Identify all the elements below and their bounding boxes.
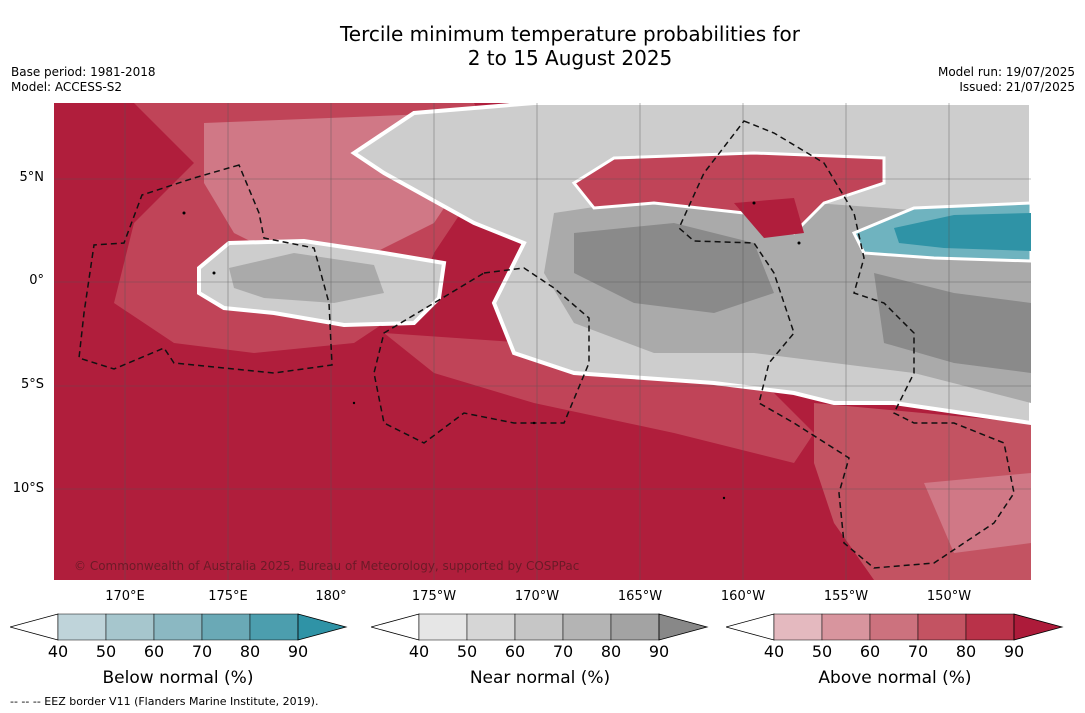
model-run-date: Model run: 19/07/2025 <box>937 65 1075 79</box>
island <box>532 421 536 425</box>
eez-footnote: -- -- -- EEZ border V11 (Flanders Marine… <box>10 695 319 708</box>
title-line-2: 2 to 15 August 2025 <box>467 46 673 70</box>
colorbar-upper-extend <box>297 613 348 641</box>
lat-label-5s: 5°S <box>20 377 44 392</box>
colorbar-lower-extend <box>10 613 59 641</box>
model-info: Base period: 1981-2018 Model: ACCESS-S2 <box>11 65 156 95</box>
colorbar-tick-label: 70 <box>552 642 574 661</box>
colorbar-title-below: Below normal (%) <box>102 668 254 688</box>
above-normal-band-south <box>384 333 814 463</box>
eez-borders <box>78 120 1015 569</box>
lon-label-150w: 150°W <box>926 589 972 604</box>
near-normal-dark <box>574 223 774 313</box>
lon-label-170w: 170°W <box>514 589 560 604</box>
colorbar-tick-label: 60 <box>504 642 526 661</box>
colorbar-segment <box>418 613 468 641</box>
colorbar-tick-label: 90 <box>1003 642 1025 661</box>
above-normal-light-southeast <box>924 473 1031 553</box>
colorbar-segment <box>773 613 823 641</box>
colorbar-tick-label: 80 <box>955 642 977 661</box>
above-normal-tongue-core <box>734 198 804 238</box>
chart-title: Tercile minimum temperature probabilitie… <box>0 22 1085 70</box>
island <box>182 211 186 215</box>
copyright-notice: © Commonwealth of Australia 2025, Bureau… <box>74 559 580 573</box>
colorbar-segment <box>105 613 155 641</box>
lat-label-10s: 10°S <box>12 481 44 496</box>
colorbar-segment <box>249 613 299 641</box>
eez-border-tokelau <box>373 267 590 444</box>
lat-label-0: 0° <box>29 273 44 288</box>
lon-label-165w: 165°W <box>617 589 663 604</box>
near-normal-blob-core <box>229 253 384 303</box>
colorbar-segment <box>610 613 660 641</box>
colorbar-tick-label: 70 <box>907 642 929 661</box>
colorbar-tick-label: 50 <box>811 642 833 661</box>
colorbar-tick-label: 50 <box>95 642 117 661</box>
islands <box>182 201 801 500</box>
colorbar-segment <box>57 613 107 641</box>
colorbar-lower-extend <box>726 613 775 641</box>
colorbar-lower-extend <box>371 613 420 641</box>
colorbar-upper-extend <box>1013 613 1064 641</box>
title-line-1: Tercile minimum temperature probabilitie… <box>339 22 801 46</box>
colorbar-near-normal <box>371 613 709 641</box>
colorbar-segment <box>821 613 871 641</box>
lon-label-175w: 175°W <box>411 589 457 604</box>
colorbar-segment <box>917 613 967 641</box>
colorbar-segment <box>869 613 919 641</box>
colorbar-upper-extend <box>658 613 709 641</box>
map-svg <box>54 103 1031 580</box>
island <box>722 496 726 500</box>
colorbar-tick-label: 40 <box>408 642 430 661</box>
colorbar-tick-label: 60 <box>143 642 165 661</box>
colorbar-segment <box>153 613 203 641</box>
gridlines <box>54 103 1031 580</box>
colorbar-tick-label: 80 <box>600 642 622 661</box>
colorbar-tick-label: 70 <box>191 642 213 661</box>
colorbar-tick-label: 90 <box>287 642 309 661</box>
above-normal-tongue <box>571 151 886 235</box>
lon-label-155w: 155°W <box>823 589 869 604</box>
colorbar-segment <box>562 613 612 641</box>
colorbar-segment <box>965 613 1015 641</box>
colorbar-title-near: Near normal (%) <box>469 668 611 688</box>
colorbar-below-normal <box>10 613 348 641</box>
lat-label-5n: 5°N <box>19 170 45 185</box>
colorbar-title-above: Above normal (%) <box>818 668 972 688</box>
colorbar-tick-label: 60 <box>859 642 881 661</box>
colorbar-tick-label: 80 <box>239 642 261 661</box>
colorbar-segment <box>514 613 564 641</box>
issued-date: Issued: 21/07/2025 <box>959 80 1075 94</box>
island <box>797 241 801 245</box>
colorbar-tick-label: 50 <box>456 642 478 661</box>
colorbar-tick-label: 40 <box>47 642 69 661</box>
base-period: Base period: 1981-2018 <box>11 65 156 79</box>
island <box>352 401 356 405</box>
lon-label-180: 180° <box>315 589 347 604</box>
run-info: Model run: 19/07/2025 Issued: 21/07/2025 <box>938 65 1075 95</box>
eez-border-line-islands <box>678 120 1015 569</box>
colorbar-segment <box>466 613 516 641</box>
colorbar-tick-label: 40 <box>763 642 785 661</box>
colorbar-above-normal <box>726 613 1064 641</box>
probability-map: © Commonwealth of Australia 2025, Bureau… <box>54 103 1031 580</box>
colorbar-segment <box>201 613 251 641</box>
island <box>752 201 756 205</box>
colorbar-tick-label: 90 <box>648 642 670 661</box>
lon-label-160w: 160°W <box>720 589 766 604</box>
island <box>212 271 216 275</box>
lon-label-170e: 170°E <box>105 589 145 604</box>
lon-label-175e: 175°E <box>208 589 248 604</box>
eez-border-tuvalu-kiribati <box>78 164 333 374</box>
model-name: Model: ACCESS-S2 <box>11 80 123 94</box>
below-normal-core <box>894 213 1031 251</box>
